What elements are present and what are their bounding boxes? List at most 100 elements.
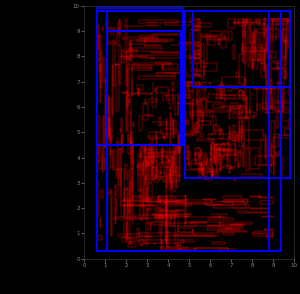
Bar (235, 19, 238, 24)
Bar (239, 106, 246, 118)
Bar (144, 236, 152, 238)
Bar (170, 106, 171, 109)
Bar (156, 132, 157, 152)
Bar (255, 156, 273, 165)
Bar (250, 196, 262, 197)
Bar (148, 153, 149, 165)
Bar (103, 58, 105, 81)
Bar (196, 101, 200, 102)
Bar (284, 129, 290, 135)
Bar (195, 123, 197, 131)
Bar (196, 248, 228, 250)
Bar (194, 54, 200, 58)
Bar (151, 141, 153, 156)
Bar (191, 69, 200, 71)
Bar (255, 29, 256, 59)
Bar (123, 199, 152, 201)
Bar (265, 133, 266, 158)
Bar (195, 153, 199, 160)
Bar (226, 148, 230, 166)
Bar (107, 119, 109, 133)
Bar (220, 130, 221, 134)
Bar (182, 233, 194, 236)
Bar (125, 19, 127, 52)
Bar (154, 208, 162, 210)
Bar (122, 92, 127, 93)
Bar (279, 135, 290, 138)
Bar (250, 51, 265, 60)
Bar (239, 129, 242, 137)
Bar (151, 52, 179, 53)
Bar (192, 30, 197, 31)
Bar (103, 116, 104, 156)
Bar (197, 148, 201, 156)
Bar (154, 216, 190, 217)
Bar (186, 158, 190, 159)
Bar (163, 136, 168, 138)
Bar (148, 22, 156, 25)
Bar (161, 162, 164, 179)
Bar (239, 90, 242, 96)
Bar (182, 83, 193, 84)
Bar (257, 29, 266, 33)
Bar (195, 128, 202, 133)
Bar (160, 239, 162, 249)
Bar (125, 164, 127, 179)
Bar (201, 162, 220, 171)
Bar (115, 64, 119, 65)
Bar (108, 42, 116, 44)
Bar (108, 97, 109, 139)
Bar (175, 145, 177, 154)
Bar (273, 61, 280, 63)
Bar (151, 145, 153, 175)
Bar (156, 87, 168, 93)
Bar (130, 239, 132, 244)
Bar (128, 135, 130, 143)
Bar (128, 112, 130, 154)
Bar (156, 63, 172, 64)
Bar (199, 121, 202, 126)
Bar (288, 89, 290, 94)
Bar (167, 145, 170, 158)
Bar (128, 44, 131, 51)
Bar (138, 76, 175, 79)
Bar (182, 74, 200, 76)
Bar (206, 163, 211, 166)
Bar (159, 163, 172, 167)
Bar (178, 131, 191, 134)
Bar (137, 85, 143, 90)
Bar (166, 196, 167, 245)
Bar (160, 210, 184, 211)
Bar (277, 82, 282, 84)
Bar (107, 11, 269, 251)
Bar (263, 88, 271, 109)
Bar (235, 135, 238, 142)
Bar (220, 82, 222, 99)
Bar (99, 35, 101, 72)
Bar (282, 39, 286, 56)
Bar (259, 19, 287, 24)
Bar (100, 52, 102, 88)
Bar (190, 112, 204, 115)
Bar (178, 103, 193, 104)
Bar (190, 19, 194, 22)
Bar (119, 148, 121, 185)
Bar (206, 35, 225, 39)
Bar (274, 156, 282, 178)
Bar (128, 171, 130, 213)
Bar (264, 229, 273, 230)
Bar (267, 25, 270, 43)
Bar (123, 205, 158, 206)
Bar (223, 86, 225, 92)
Bar (243, 19, 245, 37)
Bar (209, 82, 211, 84)
Bar (176, 243, 180, 246)
Bar (164, 136, 165, 139)
Bar (185, 145, 187, 157)
Bar (170, 212, 174, 226)
Bar (173, 151, 175, 192)
Bar (229, 168, 230, 173)
Bar (240, 105, 242, 117)
Bar (149, 99, 157, 102)
Bar (97, 36, 100, 60)
